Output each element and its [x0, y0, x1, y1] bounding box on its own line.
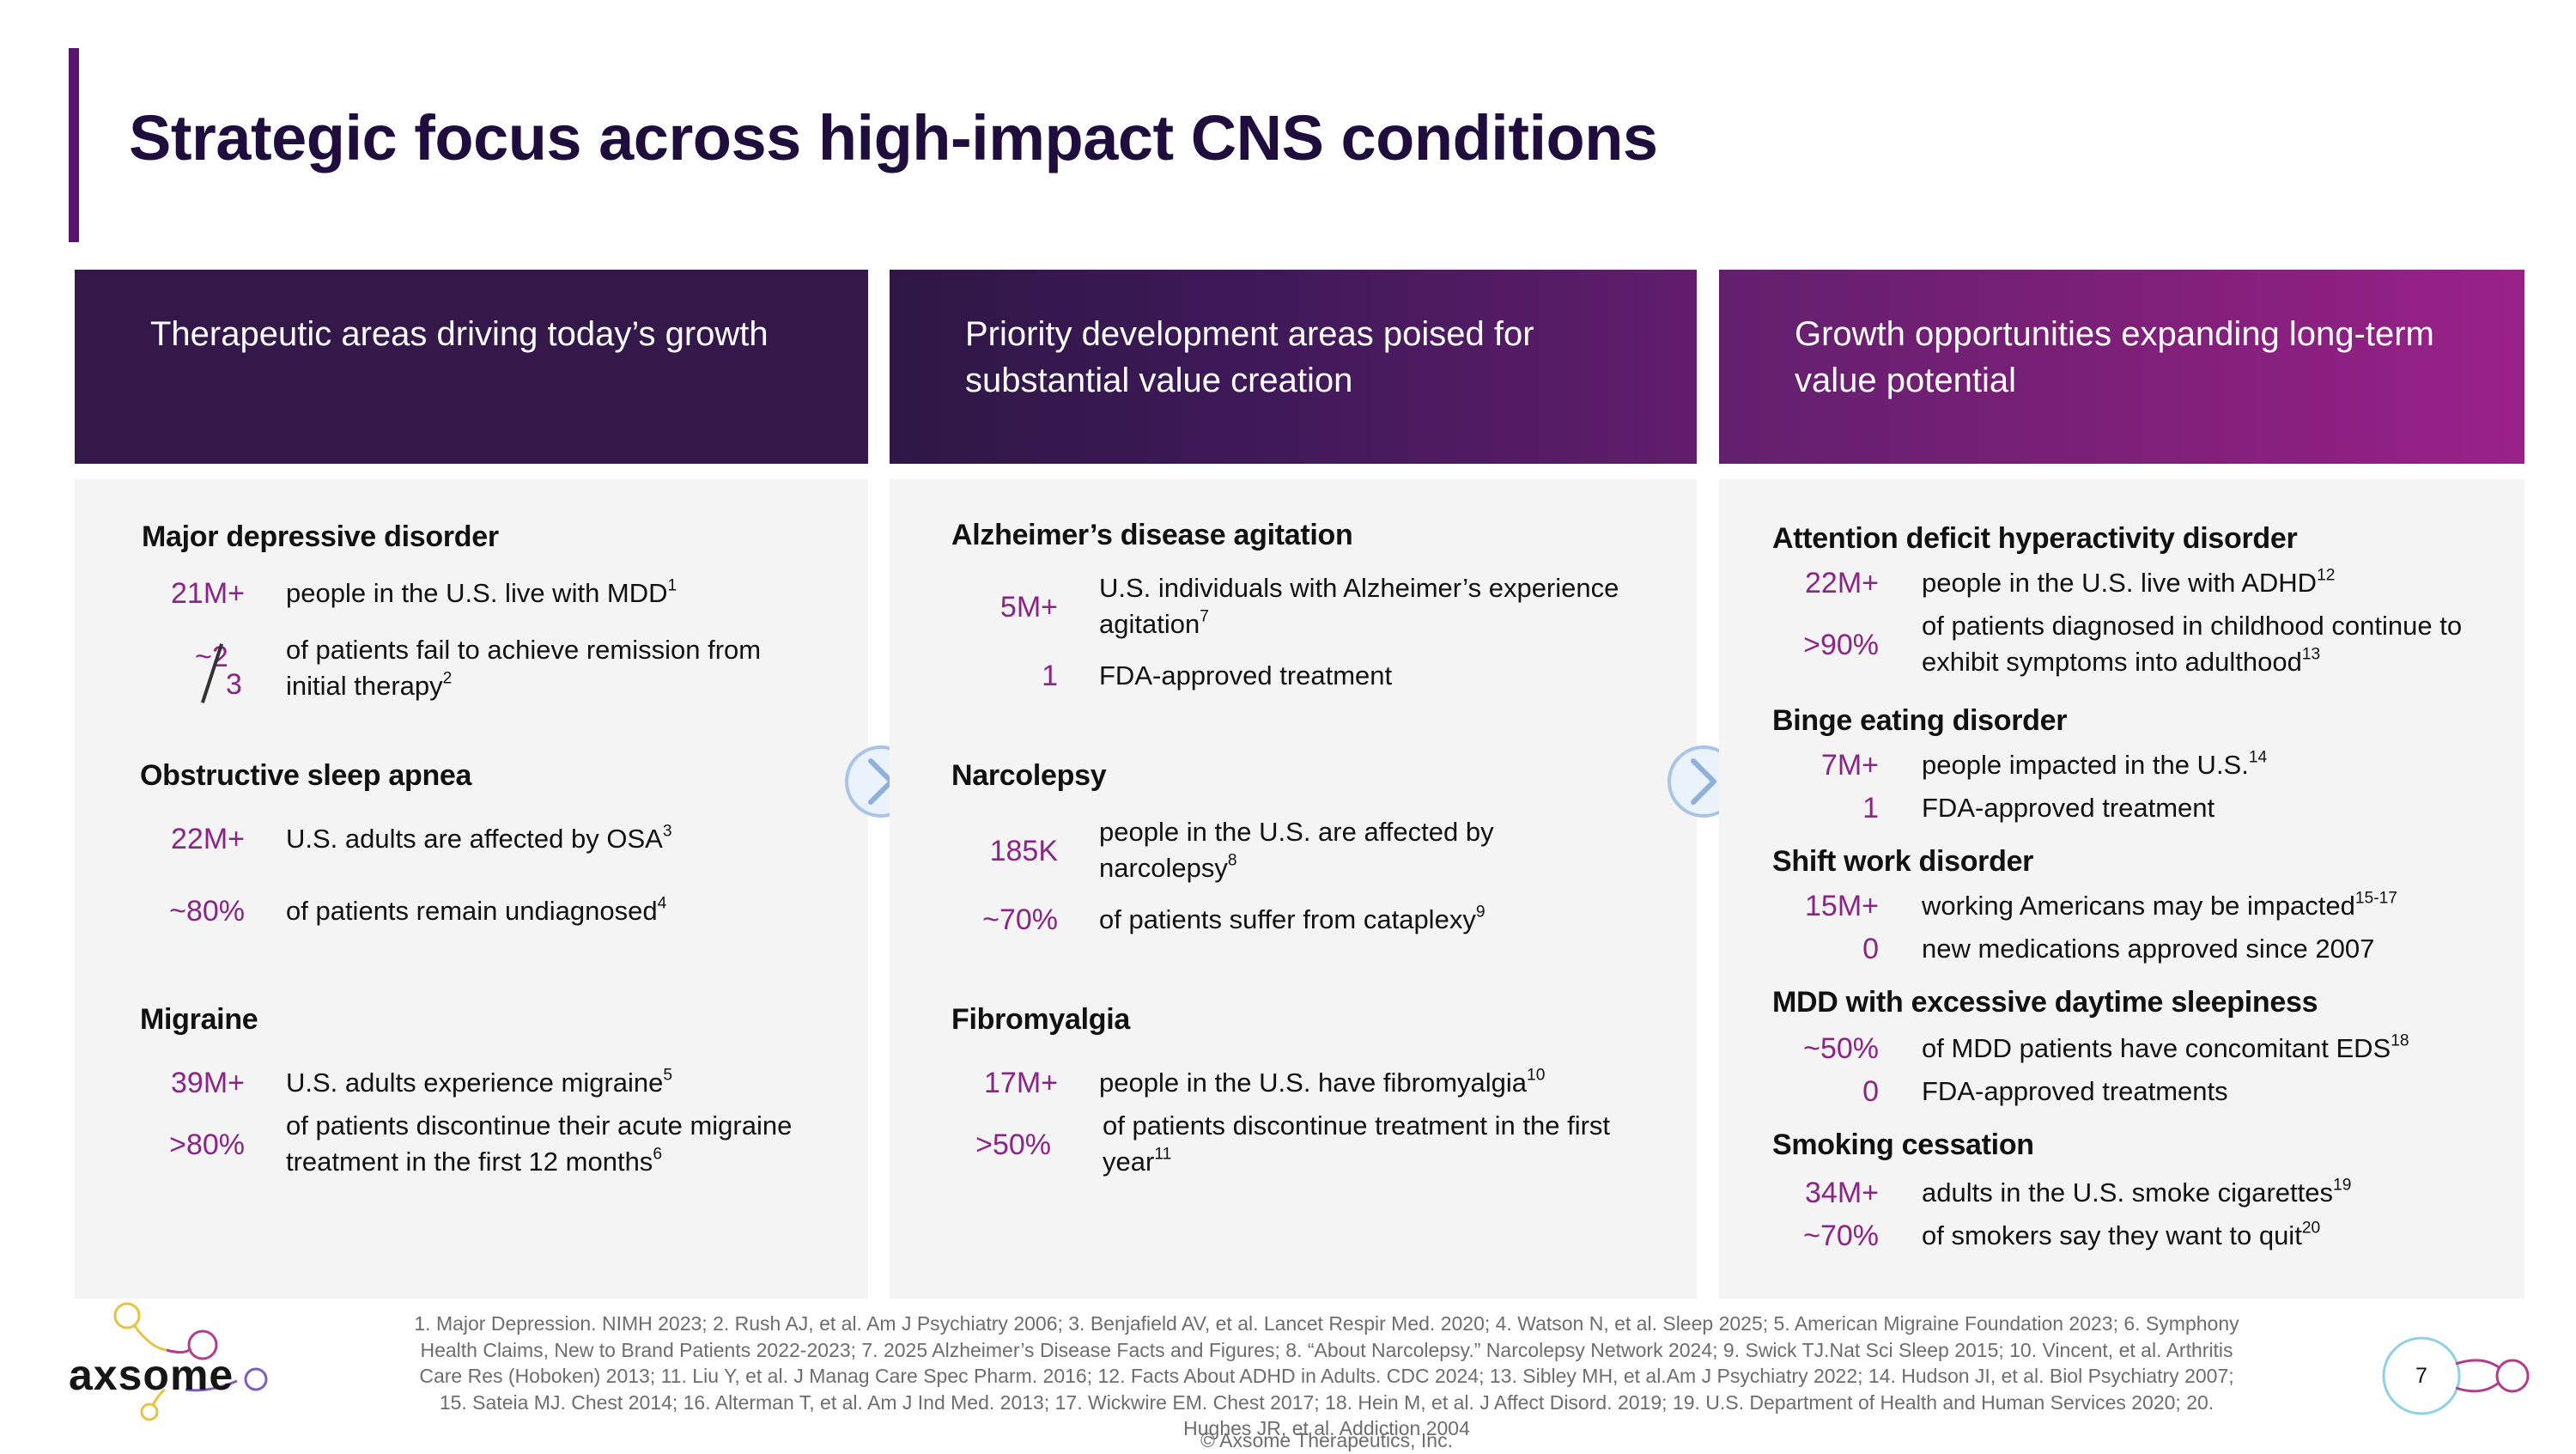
stat-description: working Americans may be impacted15-17 [1922, 889, 2397, 921]
footnote-line: Health Claims, New to Brand Patients 202… [420, 1338, 2233, 1361]
column-header: Priority development areas poised for su… [890, 270, 1697, 464]
column-todays-growth: Therapeutic areas driving today’s growth… [75, 270, 868, 1299]
two-thirds-fraction: ~2 3 [178, 637, 255, 706]
stat-value: 39M+ [171, 1067, 245, 1099]
footnote-line: Hughes JR, et al. Addiction 2004 [1183, 1417, 1470, 1439]
stat-description: people in the U.S. have fibromyalgia10 [1099, 1066, 1546, 1098]
page-title: Strategic focus across high-impact CNS c… [129, 102, 1658, 173]
stat-value: 22M+ [171, 823, 245, 855]
footnote-line: 15. Sateia MJ. Chest 2014; 16. Alterman … [439, 1390, 2215, 1414]
stat-description: of patients discontinue their acute migr… [286, 1110, 793, 1177]
footnote-line: Care Res (Hoboken) 2013; 11. Liu Y, et a… [419, 1365, 2234, 1387]
stat-value: ~80% [169, 895, 245, 928]
stat-description: of smokers say they want to quit20 [1922, 1219, 2321, 1250]
stat-description: people impacted in the U.S.14 [1922, 748, 2268, 780]
stat-description: FDA-approved treatment [1099, 660, 1393, 690]
column-header: Growth opportunities expanding long-term… [1719, 270, 2524, 464]
stat-value: 185K [989, 835, 1058, 867]
stat-description: FDA-approved treatment [1922, 793, 2215, 823]
section-title: Alzheimer’s disease agitation [951, 519, 1353, 551]
stat-value: 17M+ [984, 1067, 1058, 1099]
stat-description: people in the U.S. live with ADHD12 [1922, 566, 2336, 598]
column-body: Major depressive disorder 21M+ people in… [75, 479, 868, 1299]
stat-description: of patients discontinue treatment in the… [1103, 1110, 1611, 1177]
stat-value: 1 [1862, 792, 1879, 824]
stat-description: adults in the U.S. smoke cigarettes19 [1922, 1176, 2352, 1208]
stat-value: 15M+ [1805, 890, 1879, 922]
stat-description: of patients fail to achieve remission fr… [286, 635, 762, 701]
fraction-numerator: ~2 [195, 641, 228, 673]
stat-value: 5M+ [999, 591, 1058, 624]
stat-value: ~70% [1803, 1220, 1879, 1252]
stat-description: people in the U.S. live with MDD1 [286, 576, 677, 608]
stat-value: 21M+ [171, 577, 245, 610]
column-growth-opportunities: Growth opportunities expanding long-term… [1719, 270, 2524, 1299]
stat-value: ~70% [982, 903, 1058, 936]
column-priority-development: Priority development areas poised for su… [890, 270, 1697, 1299]
section-title: Obstructive sleep apnea [140, 759, 472, 792]
page-number-badge: 7 [2379, 1329, 2542, 1424]
column-header: Therapeutic areas driving today’s growth [75, 270, 868, 464]
stat-description: FDA-approved treatments [1922, 1076, 2228, 1106]
footnote-last-row: Hughes JR, et al. Addiction 2004 © Axsom… [318, 1415, 2336, 1451]
page-molecule-icon [2382, 1336, 2530, 1415]
section-title: Major depressive disorder [142, 520, 499, 553]
section-title: Attention deficit hyperactivity disorder [1772, 522, 2298, 555]
stat-description: new medications approved since 2007 [1922, 934, 2375, 964]
fraction-denominator: 3 [226, 668, 242, 701]
stat-description: U.S. adults experience migraine5 [286, 1066, 673, 1098]
stat-value: >80% [169, 1129, 245, 1161]
stat-value: >90% [1803, 629, 1879, 661]
stat-value: 0 [1862, 933, 1879, 965]
stat-value: >50% [975, 1129, 1051, 1161]
footnotes: 1. Major Depression. NIMH 2023; 2. Rush … [318, 1311, 2336, 1451]
stat-description: U.S. adults are affected by OSA3 [286, 822, 672, 854]
column-body: Attention deficit hyperactivity disorder… [1719, 479, 2524, 1299]
stat-value: 1 [1042, 660, 1058, 692]
stat-description: people in the U.S. are affected by narco… [1099, 817, 1494, 883]
title-accent-bar [69, 48, 79, 242]
stat-value: 7M+ [1820, 749, 1879, 782]
stat-value: 34M+ [1805, 1177, 1879, 1209]
section-title: Shift work disorder [1772, 845, 2034, 878]
section-title: Smoking cessation [1772, 1129, 2034, 1161]
stat-value: 22M+ [1805, 567, 1879, 599]
footnote-line: 1. Major Depression. NIMH 2023; 2. Rush … [414, 1312, 2239, 1335]
stat-description: of patients suffer from cataplexy9 [1099, 903, 1485, 934]
column-body: Alzheimer’s disease agitation 5M+ U.S. i… [890, 479, 1697, 1299]
section-title: Fibromyalgia [951, 1003, 1131, 1036]
stat-description: U.S. individuals with Alzheimer’s experi… [1099, 573, 1619, 639]
copyright: © Axsome Therapeutics, Inc. [1200, 1429, 1453, 1451]
stat-description: of patients diagnosed in childhood conti… [1922, 611, 2463, 677]
axsome-logo: axsome [57, 1297, 280, 1426]
section-title: MDD with excessive daytime sleepiness [1772, 986, 2318, 1019]
section-title: Migraine [140, 1003, 258, 1036]
page-number: 7 [2415, 1364, 2427, 1388]
section-title: Narcolepsy [951, 759, 1107, 792]
stat-value: 0 [1862, 1075, 1879, 1108]
logo-wordmark: axsome [69, 1351, 234, 1399]
stat-value: ~50% [1803, 1032, 1879, 1065]
molecule-icon [113, 1302, 268, 1421]
stat-description: of patients remain undiagnosed4 [286, 894, 667, 926]
chevron-right-icon [1691, 758, 1716, 805]
stat-description: of MDD patients have concomitant EDS18 [1922, 1031, 2409, 1063]
section-title: Binge eating disorder [1772, 704, 2068, 737]
